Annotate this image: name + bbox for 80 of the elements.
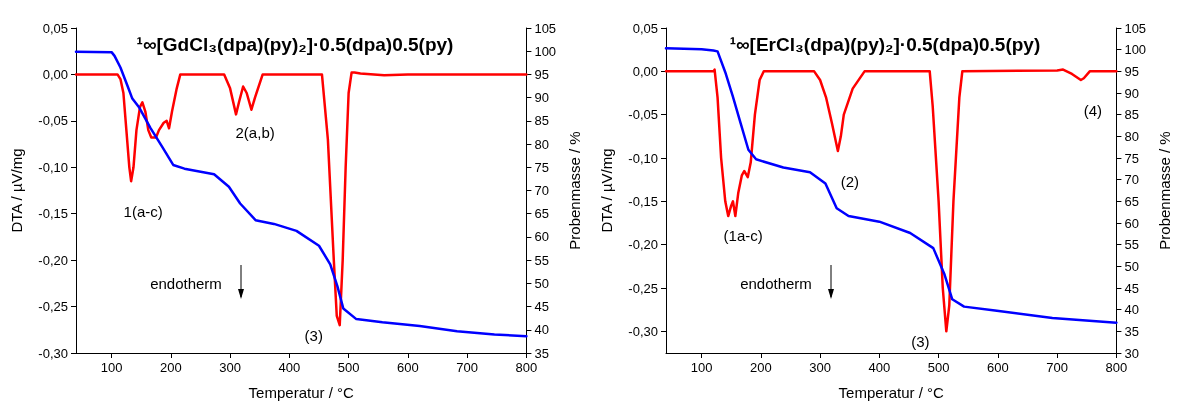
x-tick-label: 100 [690, 360, 713, 375]
y2-tick-label: 75 [534, 159, 549, 175]
annotation: (2) [840, 172, 860, 190]
y-tick-label: 0,00 [42, 66, 68, 82]
annotation: (3) [304, 326, 323, 344]
y-axis-title: DTA / µV/mg [8, 148, 25, 233]
annotation: 1(a-c) [123, 202, 163, 220]
y2-tick-label: 45 [1124, 280, 1139, 296]
y-tick-label: -0,25 [38, 299, 68, 315]
x-tick-label: 100 [100, 360, 123, 375]
y-axis-title: DTA / µV/mg [598, 148, 615, 233]
y-tick-label: -0,20 [628, 237, 658, 253]
x-tick-label: 300 [219, 360, 241, 375]
x-tick-label: 400 [278, 360, 301, 375]
y-tick-label: -0,15 [628, 193, 658, 209]
y-tick-label: 0,00 [632, 63, 658, 79]
y2-tick-label: 95 [534, 66, 549, 82]
y-tick-label: -0,10 [38, 159, 68, 175]
y2-tick-label: 90 [1124, 85, 1139, 101]
annotation: (1a-c) [723, 227, 763, 245]
y2-tick-label: 70 [1124, 172, 1139, 188]
x-tick-label: 200 [749, 360, 772, 375]
x-axis-title: Temperatur / °C [248, 384, 354, 401]
y2-axis-title: Probenmasse / % [566, 131, 583, 250]
y-tick-label: -0,30 [38, 345, 68, 361]
chart-title: ¹∞[ErCl₃(dpa)(py)₂]·0.5(dpa)0.5(py) [729, 34, 1041, 55]
annotation: (4) [1083, 101, 1103, 119]
y2-tick-label: 55 [1124, 237, 1139, 253]
chart-title: ¹∞[GdCl₃(dpa)(py)₂]·0.5(dpa)0.5(py) [136, 34, 454, 55]
y2-tick-label: 90 [534, 90, 549, 106]
x-tick-label: 300 [809, 360, 831, 375]
annotation: 2(a,b) [235, 123, 275, 141]
annotation: endotherm [150, 274, 222, 292]
x-tick-label: 800 [1105, 360, 1128, 375]
x-tick-label: 500 [927, 360, 950, 375]
y-tick-label: -0,10 [628, 150, 658, 166]
y2-tick-label: 40 [1124, 302, 1139, 318]
y2-tick-label: 30 [1124, 345, 1139, 361]
x-tick-label: 200 [159, 360, 182, 375]
y2-tick-label: 80 [1124, 128, 1139, 144]
y2-tick-label: 60 [534, 229, 549, 245]
x-tick-label: 600 [397, 360, 419, 375]
y2-tick-label: 70 [534, 183, 549, 198]
x-axis-title: Temperatur / °C [838, 384, 944, 401]
y2-tick-label: 35 [1124, 323, 1139, 339]
annotation: endotherm [740, 274, 812, 292]
x-tick-label: 800 [515, 360, 538, 375]
y2-tick-label: 50 [1124, 258, 1139, 274]
y2-tick-label: 40 [534, 322, 549, 338]
y-tick-label: -0,15 [38, 206, 68, 222]
y2-tick-label: 65 [1124, 193, 1139, 209]
y2-tick-label: 85 [1124, 107, 1139, 123]
y2-tick-label: 45 [534, 299, 549, 315]
x-tick-label: 500 [337, 360, 360, 375]
y2-tick-label: 95 [1124, 63, 1139, 79]
y-tick-label: -0,25 [628, 280, 658, 296]
y2-tick-label: 50 [534, 275, 549, 291]
y2-tick-label: 65 [534, 206, 549, 222]
y2-tick-label: 100 [1124, 42, 1147, 58]
y-tick-label: -0,05 [38, 113, 68, 129]
y-tick-label: -0,20 [38, 252, 68, 268]
x-tick-label: 400 [868, 360, 891, 375]
y2-tick-label: 55 [534, 252, 549, 268]
y2-tick-label: 85 [534, 113, 549, 129]
y2-tick-label: 80 [534, 136, 549, 152]
annotation: (3) [911, 332, 930, 350]
x-tick-label: 600 [987, 360, 1009, 375]
y-tick-label: -0,05 [628, 107, 658, 123]
y2-tick-label: 35 [534, 345, 549, 361]
y-tick-label: 0,05 [632, 20, 658, 36]
y-tick-label: 0,05 [42, 20, 68, 36]
y-tick-label: -0,30 [628, 323, 658, 339]
y2-tick-label: 105 [1124, 20, 1147, 36]
x-tick-label: 700 [456, 360, 478, 375]
y2-tick-label: 60 [1124, 215, 1139, 231]
y2-tick-label: 105 [534, 20, 557, 36]
y2-tick-label: 75 [1124, 150, 1139, 166]
y2-axis-title: Probenmasse / % [1156, 131, 1173, 250]
y2-tick-label: 100 [534, 43, 557, 59]
x-tick-label: 700 [1046, 360, 1068, 375]
